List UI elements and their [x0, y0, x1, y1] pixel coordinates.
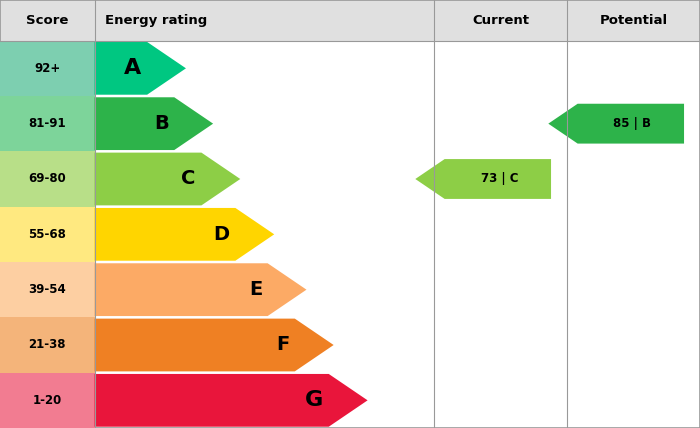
Text: Score: Score — [26, 14, 69, 27]
Text: 1-20: 1-20 — [33, 394, 62, 407]
Polygon shape — [415, 159, 551, 199]
Bar — [0, 262, 94, 317]
Bar — [0, 96, 94, 152]
Text: 81-91: 81-91 — [29, 117, 66, 130]
Bar — [0, 317, 94, 373]
Text: 73 | C: 73 | C — [481, 172, 518, 185]
Text: Energy rating: Energy rating — [105, 14, 207, 27]
Polygon shape — [94, 97, 213, 150]
Polygon shape — [94, 42, 186, 95]
Text: 92+: 92+ — [34, 62, 60, 75]
Polygon shape — [94, 263, 307, 316]
Bar — [0, 41, 94, 96]
Bar — [0, 0, 700, 41]
Polygon shape — [94, 318, 334, 372]
Text: A: A — [125, 58, 141, 78]
Polygon shape — [94, 374, 368, 427]
Bar — [0, 373, 94, 428]
Text: F: F — [276, 336, 289, 354]
Text: 69-80: 69-80 — [29, 172, 66, 185]
Text: 39-54: 39-54 — [29, 283, 66, 296]
Text: Potential: Potential — [599, 14, 668, 27]
Polygon shape — [94, 153, 240, 205]
Text: G: G — [305, 390, 323, 410]
Text: C: C — [181, 169, 196, 188]
Bar — [0, 207, 94, 262]
Bar — [0, 152, 94, 207]
Text: D: D — [214, 225, 230, 244]
Text: E: E — [248, 280, 262, 299]
Polygon shape — [94, 208, 274, 261]
Text: 21-38: 21-38 — [29, 339, 66, 351]
Text: B: B — [154, 114, 169, 133]
Text: 55-68: 55-68 — [28, 228, 66, 241]
Polygon shape — [548, 104, 684, 143]
Text: 85 | B: 85 | B — [613, 117, 651, 130]
Text: Current: Current — [472, 14, 529, 27]
